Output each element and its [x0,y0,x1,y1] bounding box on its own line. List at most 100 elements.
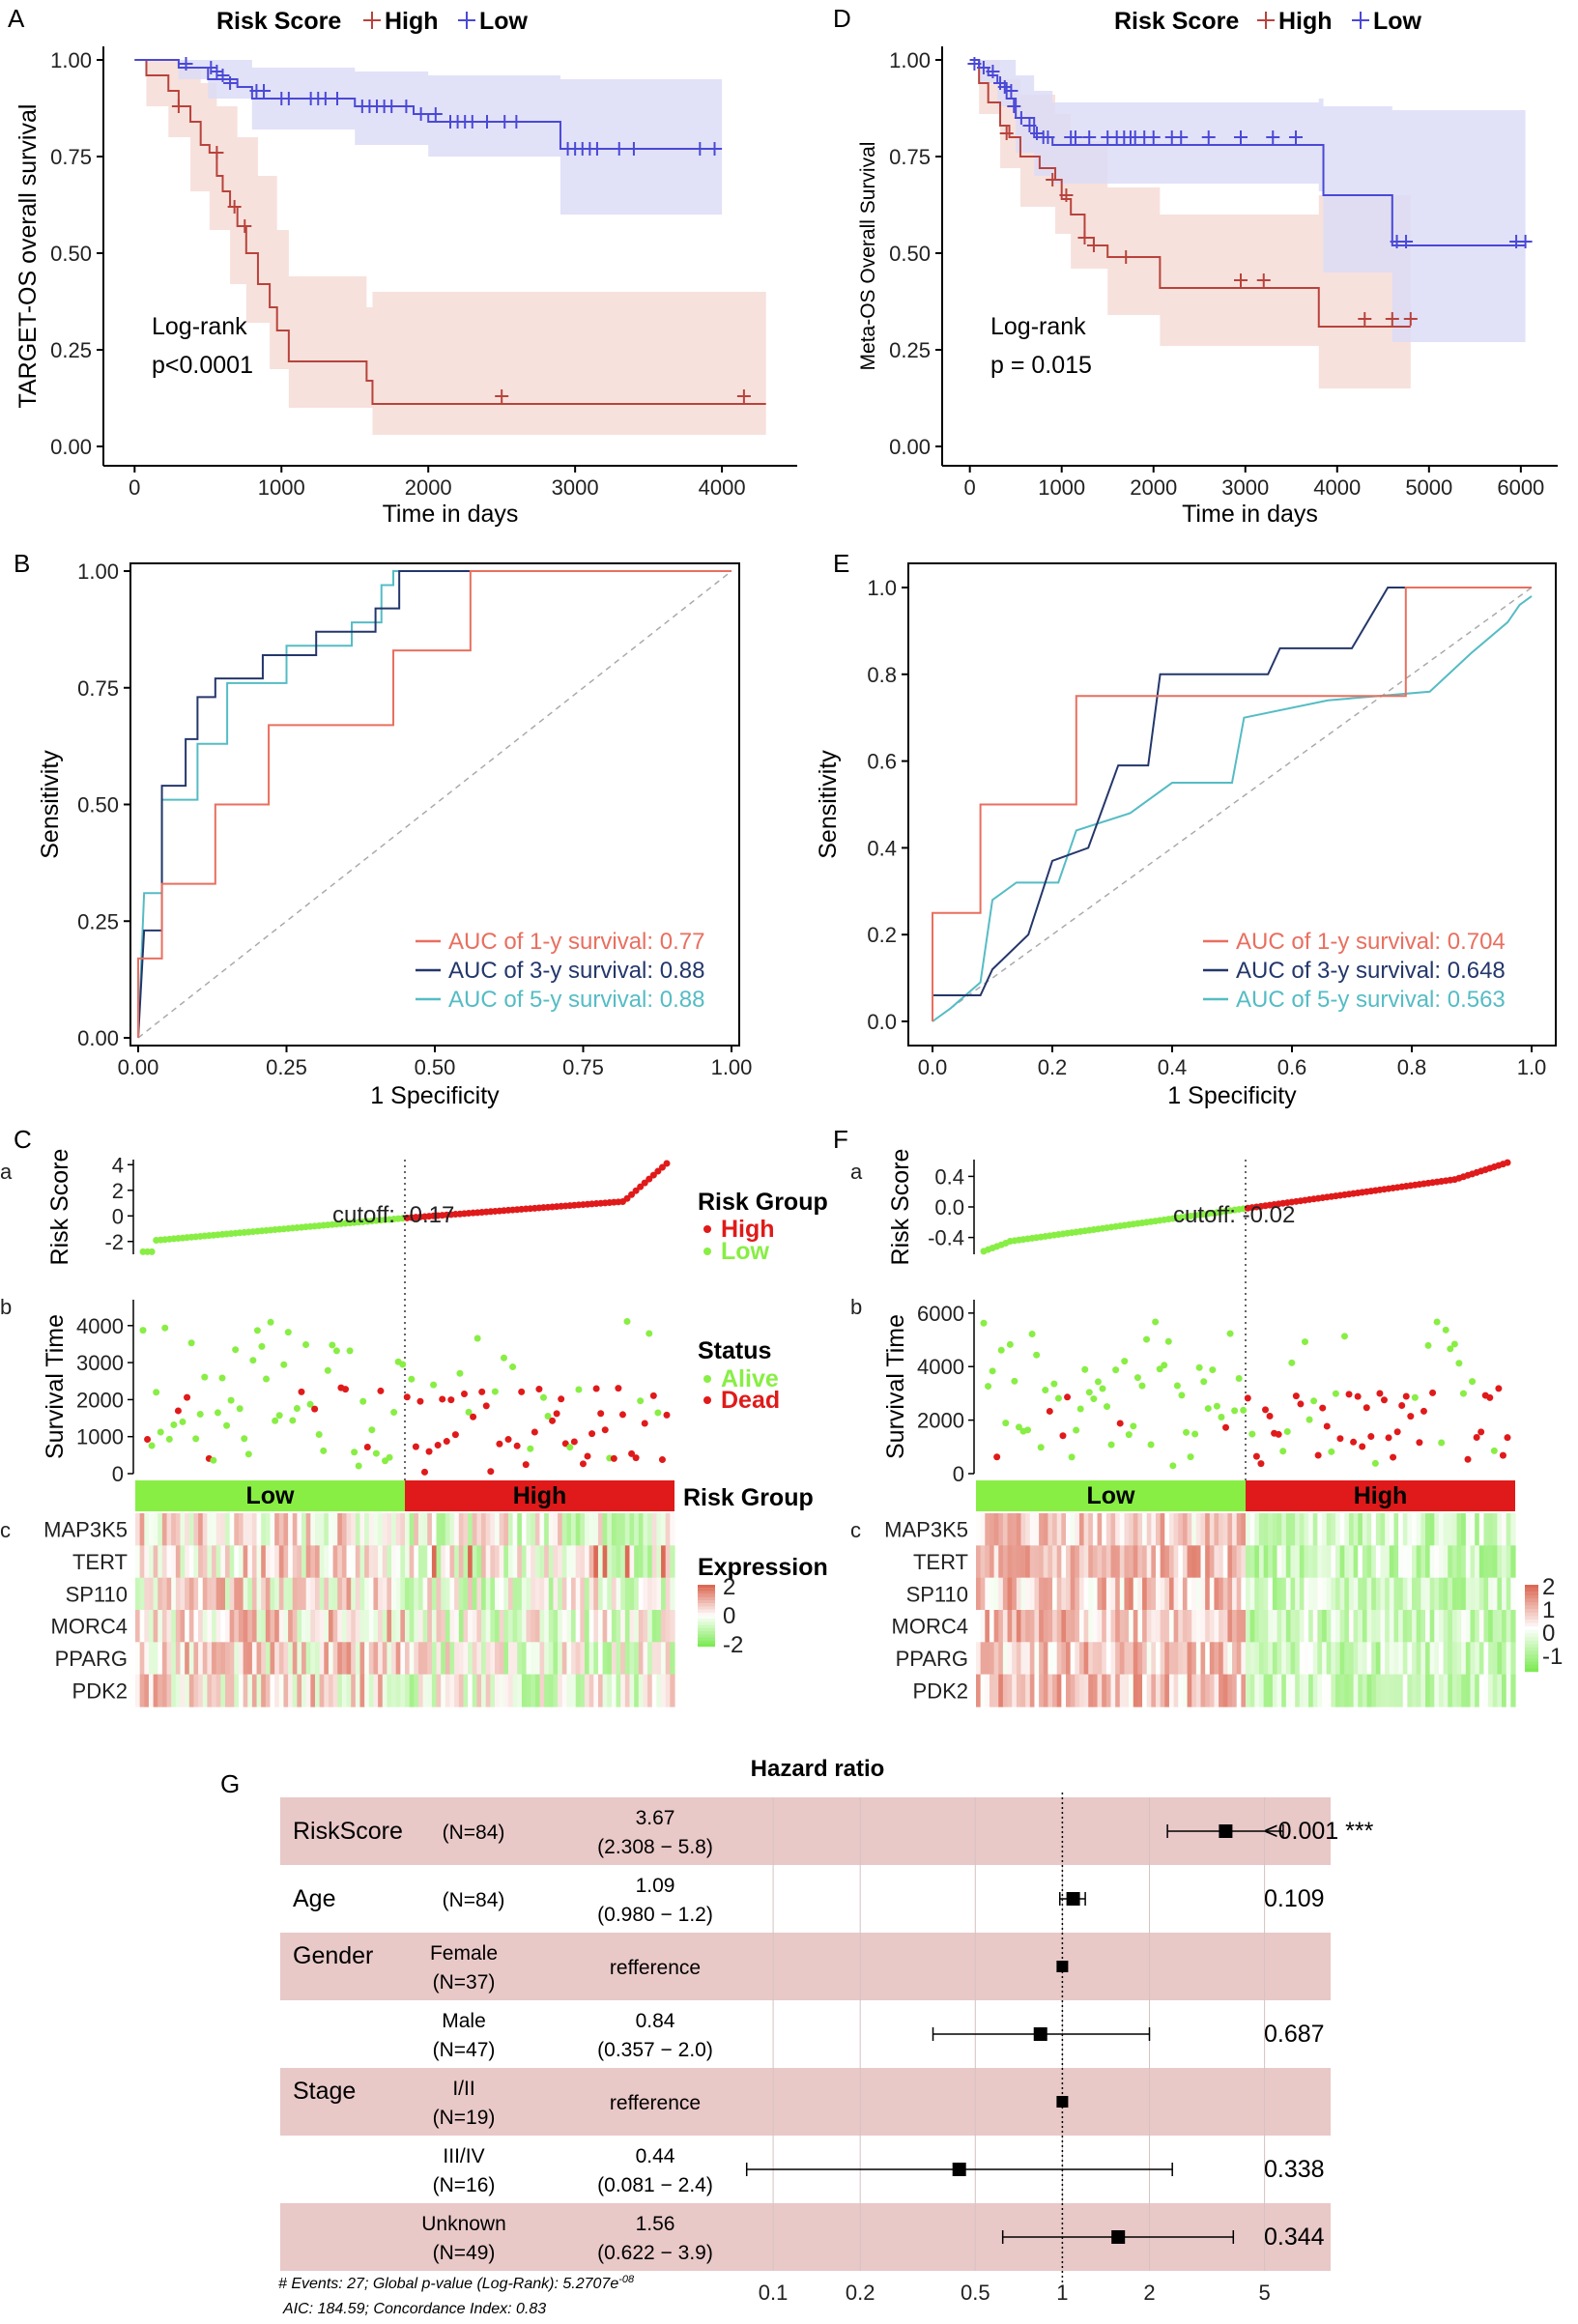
heatmap-cell [1502,1545,1507,1579]
heatmap-cell [270,1513,275,1546]
heatmap-cell [553,1577,559,1611]
heatmap-cell [1353,1610,1359,1643]
heatmap-cell [378,1513,384,1546]
heatmap-cell [261,1610,267,1643]
heatmap-cell [1362,1610,1368,1643]
heatmap-cell [503,1674,509,1707]
survival-point-alive [161,1324,169,1332]
survival-point-dead [1390,1453,1397,1461]
heatmap-cell [171,1610,177,1643]
heatmap-cell [1160,1610,1165,1643]
heatmap-cell [1492,1642,1498,1676]
heatmap-cell [526,1577,531,1611]
heatmap-cell [458,1610,465,1643]
heatmap-cell [1402,1577,1408,1611]
heatmap-cell [1020,1610,1026,1643]
heatmap-cell [220,1642,226,1676]
roc-y-tick-label: 0.8 [867,663,897,687]
heatmap-cell [507,1545,514,1579]
heatmap-cell [1047,1642,1053,1676]
km-y-tick-label: 0.00 [50,435,92,459]
heatmap-cell [148,1545,155,1579]
heatmap-cell [1052,1674,1058,1707]
heatmap-cell [472,1513,477,1546]
heatmap-cell [1043,1513,1048,1546]
heatmap-cell [989,1545,995,1579]
forest-hr: 0.44 [636,2145,675,2167]
expression-legend-gradient [698,1600,715,1604]
heatmap-cell [395,1674,401,1707]
heatmap-cell [1339,1642,1345,1676]
heatmap-cell [427,1674,433,1707]
heatmap-cell [1393,1577,1399,1611]
heatmap-cell [1209,1577,1216,1611]
risk-score-point [623,1194,631,1202]
forest-point [1056,2096,1069,2108]
heatmap-cell [1470,1545,1476,1579]
heatmap-cell [1443,1545,1449,1579]
survival-point-alive [1033,1351,1041,1359]
heatmap-cell [507,1577,514,1611]
heatmap-gene-label: MORC4 [51,1615,128,1639]
heatmap-cell [588,1610,594,1643]
heatmap-cell [1371,1577,1377,1611]
heatmap-cell [212,1577,217,1611]
heatmap-cell [1304,1674,1309,1707]
heatmap-cell [1241,1545,1247,1579]
heatmap-cell [1151,1577,1157,1611]
survival-point-alive [1133,1374,1141,1382]
heatmap-cell [499,1642,504,1676]
heatmap-cell [1438,1642,1445,1676]
heatmap-cell [215,1674,221,1707]
forest-x-tick-label: 0.1 [759,2281,789,2305]
survival-point-dead [420,1468,428,1476]
heatmap-cell [526,1513,531,1546]
heatmap-cell [1088,1577,1094,1611]
heatmap-cell [422,1674,428,1707]
heatmap-cell [616,1674,621,1707]
roc-y-tick-label: 0.4 [867,836,897,860]
survival-point-dead [615,1385,622,1392]
expression-legend-gradient [698,1624,715,1628]
forest-x-tick-label: 0.5 [961,2281,990,2305]
expression-legend-tick: -2 [723,1632,743,1658]
heatmap-cell [1119,1577,1126,1611]
expression-legend-tick: 2 [1542,1574,1555,1600]
heatmap-cell [1268,1545,1274,1579]
heatmap-cell [980,1577,986,1611]
roc-x-tick-label: 0.75 [562,1055,604,1079]
heatmap-cell [1151,1513,1157,1546]
heatmap-cell [1187,1610,1192,1643]
survival-point-alive [324,1366,331,1374]
heatmap-cell [351,1610,357,1643]
heatmap-cell [980,1642,986,1676]
heatmap-cell [1219,1513,1224,1546]
heatmap-cell [1304,1577,1309,1611]
heatmap-cell [1506,1577,1511,1611]
heatmap-cell [324,1545,330,1579]
survival-point-alive [302,1341,310,1349]
heatmap-cell [1214,1610,1219,1643]
heatmap-cell [1191,1610,1197,1643]
survival-point-alive [139,1327,147,1334]
heatmap-cell [1025,1610,1031,1643]
heatmap-cell [985,1577,990,1611]
heatmap-cell [1443,1610,1449,1643]
heatmap-cell [1375,1674,1382,1707]
heatmap-cell [265,1545,272,1579]
heatmap-cell [234,1642,240,1676]
heatmap-cell [1429,1545,1435,1579]
heatmap-cell [624,1642,631,1676]
heatmap-cell [332,1610,338,1643]
heatmap-cell [1241,1577,1247,1611]
heatmap-cell [261,1642,267,1676]
heatmap-cell [463,1674,469,1707]
heatmap-cell [1187,1577,1192,1611]
heatmap-cell [490,1545,496,1579]
heatmap-cell [158,1545,163,1579]
heatmap-cell [651,1642,657,1676]
km-x-tick-label: 3000 [1221,475,1269,500]
heatmap-cell [1195,1545,1202,1579]
roc-x-tick-label: 0.8 [1397,1055,1427,1079]
heatmap-cell [1164,1513,1170,1546]
